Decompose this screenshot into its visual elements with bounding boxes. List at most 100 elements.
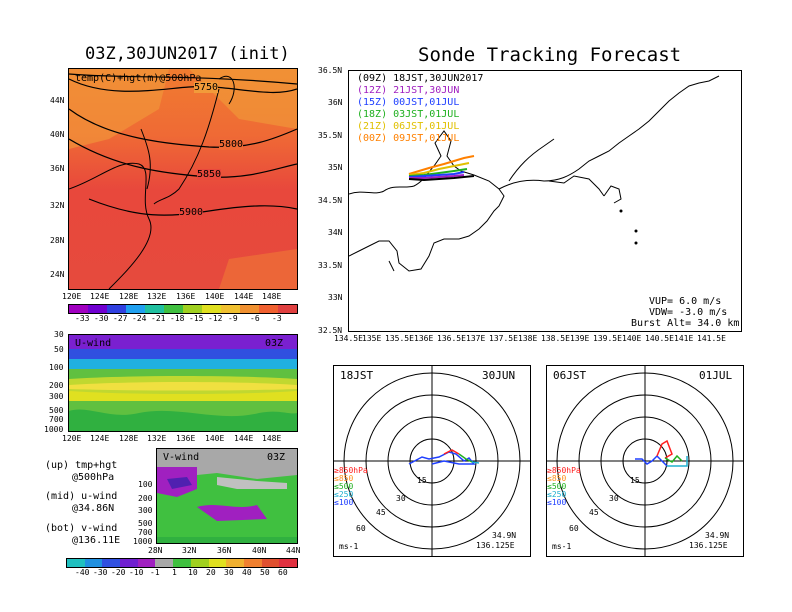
map-xtick: 124E [90, 292, 110, 301]
windbar-label: 1 [172, 568, 177, 577]
colorbar-label: -15 [189, 314, 204, 323]
map-ytick: 44N [50, 96, 65, 105]
vwind-ytick: 300 [138, 506, 153, 515]
tracking-ytick: 34N [328, 228, 343, 237]
vwind-xtick: 32N [182, 546, 197, 555]
uwind-xtick: 132E [147, 434, 167, 443]
tracking-ytick: 35.5N [318, 131, 343, 140]
level-legend: ≥850hPa [547, 466, 581, 475]
ring-label-45: 45 [376, 508, 386, 517]
uwind-panel: U-wind 03Z [68, 334, 298, 432]
polar-plot-2: 06JST 01JUL 15 30 45 60 ≥850hPa ≤850 ≤50… [546, 365, 744, 557]
colorbar-label: -33 [75, 314, 90, 323]
map-label: temp(C)+hgt(m)@500hPa [75, 73, 202, 84]
level-legend: ≤500 [547, 482, 567, 491]
colorbar-label: -3 [272, 314, 282, 323]
temp-colorbar [68, 304, 298, 314]
ring-label-45: 45 [589, 508, 599, 517]
map-xtick: 128E [119, 292, 139, 301]
polar2-lon: 136.125E [689, 541, 728, 550]
polar-plot-1-svg [334, 366, 530, 556]
map-xtick: 140E [205, 292, 225, 301]
uwind-label: U-wind [75, 338, 112, 349]
contour-label-5850: 5850 [197, 169, 222, 180]
tracking-xtick: 138.5E [541, 334, 570, 343]
tracking-ytick: 33.5N [318, 261, 343, 270]
windbar-label: 20 [206, 568, 216, 577]
map-ytick: 36N [50, 164, 65, 173]
param-burst: Burst Alt= 34.0 km [631, 318, 740, 329]
polar2-lat: 34.9N [705, 531, 730, 540]
colorbar-label: -30 [94, 314, 109, 323]
uwind-xtick: 140E [205, 434, 225, 443]
tracking-map-svg [349, 75, 720, 272]
legend-line: (up) tmp+hgt [45, 460, 118, 471]
uwind-ytick: 30 [54, 330, 64, 339]
uwind-ytick: 700 [49, 415, 64, 424]
tracking-xtick: 139.5E [593, 334, 622, 343]
ring-label-15: 15 [630, 476, 640, 485]
ring-label-15: 15 [417, 476, 427, 485]
colorbar-label: -27 [113, 314, 128, 323]
tracking-xtick: 134.5E [334, 334, 363, 343]
colorbar-label: -24 [132, 314, 147, 323]
uwind-xtick: 148E [262, 434, 282, 443]
legend-line: @500hPa [72, 472, 115, 483]
polar-plot-1: 18JST 30JUN 15 30 45 60 ≥850hPa ≤850 ≤50… [333, 365, 531, 557]
tracking-ytick: 34.5N [318, 196, 343, 205]
map-ytick: 32N [50, 201, 65, 210]
polar2-time: 06JST [553, 369, 587, 382]
map-xtick: 120E [62, 292, 82, 301]
vwind-xtick: 40N [252, 546, 267, 555]
uwind-xtick: 124E [90, 434, 110, 443]
tracking-ytick: 36N [328, 98, 343, 107]
vwind-svg [157, 449, 297, 543]
tracking-xtick: 135.5E [385, 334, 414, 343]
windbar-label: 50 [260, 568, 270, 577]
run-entry: (15Z) 00JST,01JUL [357, 97, 460, 108]
vwind-xtick: 44N [286, 546, 301, 555]
vwind-ytick: 700 [138, 528, 153, 537]
legend-line: @136.11E [72, 535, 121, 546]
tracking-ytick: 33N [328, 293, 343, 302]
run-entry: (12Z) 21JST,30JUN [357, 85, 460, 96]
polar1-unit: ms-1 [339, 542, 359, 551]
vwind-ytick: 500 [138, 519, 153, 528]
tracking-xtick: 136.5E [437, 334, 466, 343]
map-xtick: 144E [234, 292, 254, 301]
uwind-time: 03Z [265, 338, 284, 349]
run-entry: (00Z) 09JST,01JUL [357, 133, 460, 144]
uwind-xtick: 136E [176, 434, 196, 443]
tracking-xtick: 135E [362, 334, 382, 343]
tracking-xtick: 140E [622, 334, 642, 343]
tracking-xtick: 141.5E [697, 334, 726, 343]
tracking-xtick: 136E [414, 334, 434, 343]
uwind-ytick: 1000 [44, 425, 64, 434]
uwind-ytick: 200 [49, 381, 64, 390]
tracking-ytick: 32.5N [318, 326, 343, 335]
level-legend: ≤250 [334, 490, 354, 499]
colorbar-label: -6 [250, 314, 260, 323]
ring-label-60: 60 [356, 524, 366, 533]
map-xtick: 148E [262, 292, 282, 301]
uwind-xtick: 120E [62, 434, 82, 443]
uwind-ytick: 50 [54, 345, 64, 354]
tracking-xtick: 140.5E [645, 334, 674, 343]
run-entry: (09Z) 18JST,30JUN2017 [357, 73, 484, 84]
polar1-time: 18JST [340, 369, 374, 382]
windbar-label: -20 [111, 568, 126, 577]
windbar-label: -40 [75, 568, 90, 577]
polar2-date: 01JUL [699, 369, 733, 382]
windbar-label: 10 [188, 568, 198, 577]
level-legend: ≤250 [547, 490, 567, 499]
level-legend: ≤850 [334, 474, 354, 483]
legend-line: @34.86N [72, 503, 115, 514]
map-xtick: 132E [147, 292, 167, 301]
vwind-time: 03Z [267, 452, 286, 463]
polar1-lon: 136.125E [476, 541, 515, 550]
colorbar-label: -12 [208, 314, 223, 323]
temperature-map: temp(C)+hgt(m)@500hPa 5750 5800 5850 590… [68, 68, 298, 290]
windbar-label: -10 [129, 568, 144, 577]
colorbar-label: -21 [151, 314, 166, 323]
windbar-label: 60 [278, 568, 288, 577]
